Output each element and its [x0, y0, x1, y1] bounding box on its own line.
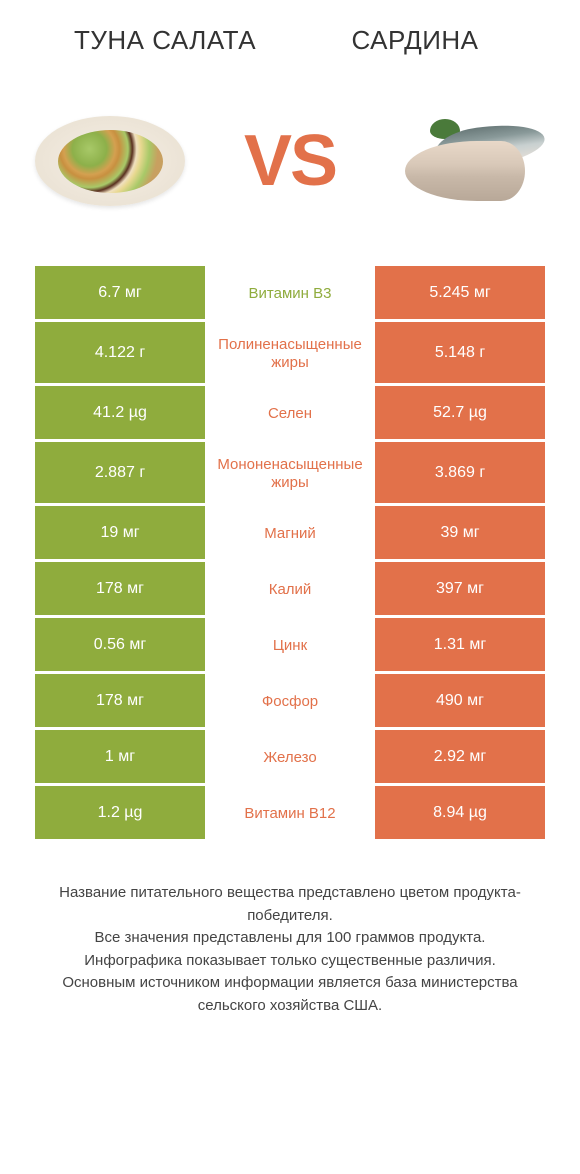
right-value-cell: 397 мг [375, 562, 545, 618]
sardine-icon [395, 111, 545, 211]
left-value-cell: 4.122 г [35, 322, 205, 386]
table-row: 0.56 мгЦинк1.31 мг [35, 618, 545, 674]
nutrient-label-cell: Витамин B12 [205, 786, 375, 842]
right-value-cell: 39 мг [375, 506, 545, 562]
table-row: 178 мгКалий397 мг [35, 562, 545, 618]
footer-line: Основным источником информации является … [30, 972, 550, 1017]
right-value-cell: 52.7 µg [375, 386, 545, 442]
nutrient-label-cell: Фосфор [205, 674, 375, 730]
nutrient-label-cell: Витамин B3 [205, 266, 375, 322]
right-value-cell: 3.869 г [375, 442, 545, 506]
right-value-cell: 1.31 мг [375, 618, 545, 674]
header: ТУНА САЛАТА САРДИНА [0, 0, 580, 66]
table-row: 1.2 µgВитамин B128.94 µg [35, 786, 545, 842]
right-value-cell: 2.92 мг [375, 730, 545, 786]
right-value-cell: 8.94 µg [375, 786, 545, 842]
nutrient-label-cell: Калий [205, 562, 375, 618]
nutrient-label-cell: Магний [205, 506, 375, 562]
footer-line: Все значения представлены для 100 граммо… [30, 927, 550, 950]
left-value-cell: 1 мг [35, 730, 205, 786]
left-value-cell: 41.2 µg [35, 386, 205, 442]
vs-label: VS [244, 120, 336, 202]
left-value-cell: 0.56 мг [35, 618, 205, 674]
footer-line: Название питательного вещества представл… [30, 882, 550, 927]
comparison-table: 6.7 мгВитамин B35.245 мг4.122 гПолиненас… [35, 266, 545, 842]
left-value-cell: 2.887 г [35, 442, 205, 506]
left-value-cell: 6.7 мг [35, 266, 205, 322]
table-row: 19 мгМагний39 мг [35, 506, 545, 562]
left-value-cell: 1.2 µg [35, 786, 205, 842]
footer-notes: Название питательного вещества представл… [0, 842, 580, 1017]
right-value-cell: 5.245 мг [375, 266, 545, 322]
table-row: 2.887 гМононенасыщенные жиры3.869 г [35, 442, 545, 506]
left-value-cell: 19 мг [35, 506, 205, 562]
nutrient-label-cell: Мононенасыщенные жиры [205, 442, 375, 506]
nutrient-label-cell: Полиненасыщенные жиры [205, 322, 375, 386]
nutrient-label-cell: Цинк [205, 618, 375, 674]
nutrient-label-cell: Железо [205, 730, 375, 786]
right-value-cell: 490 мг [375, 674, 545, 730]
nutrient-label-cell: Селен [205, 386, 375, 442]
left-product-title: ТУНА САЛАТА [40, 25, 290, 56]
right-value-cell: 5.148 г [375, 322, 545, 386]
table-row: 178 мгФосфор490 мг [35, 674, 545, 730]
right-product-title: САРДИНА [290, 25, 540, 56]
table-row: 41.2 µgСелен52.7 µg [35, 386, 545, 442]
table-row: 1 мгЖелезо2.92 мг [35, 730, 545, 786]
table-row: 4.122 гПолиненасыщенные жиры5.148 г [35, 322, 545, 386]
left-value-cell: 178 мг [35, 674, 205, 730]
table-row: 6.7 мгВитамин B35.245 мг [35, 266, 545, 322]
footer-line: Инфографика показывает только существенн… [30, 950, 550, 973]
images-row: VS [0, 66, 580, 266]
left-value-cell: 178 мг [35, 562, 205, 618]
left-product-image [30, 101, 190, 221]
salad-icon [35, 116, 185, 206]
right-product-image [390, 101, 550, 221]
